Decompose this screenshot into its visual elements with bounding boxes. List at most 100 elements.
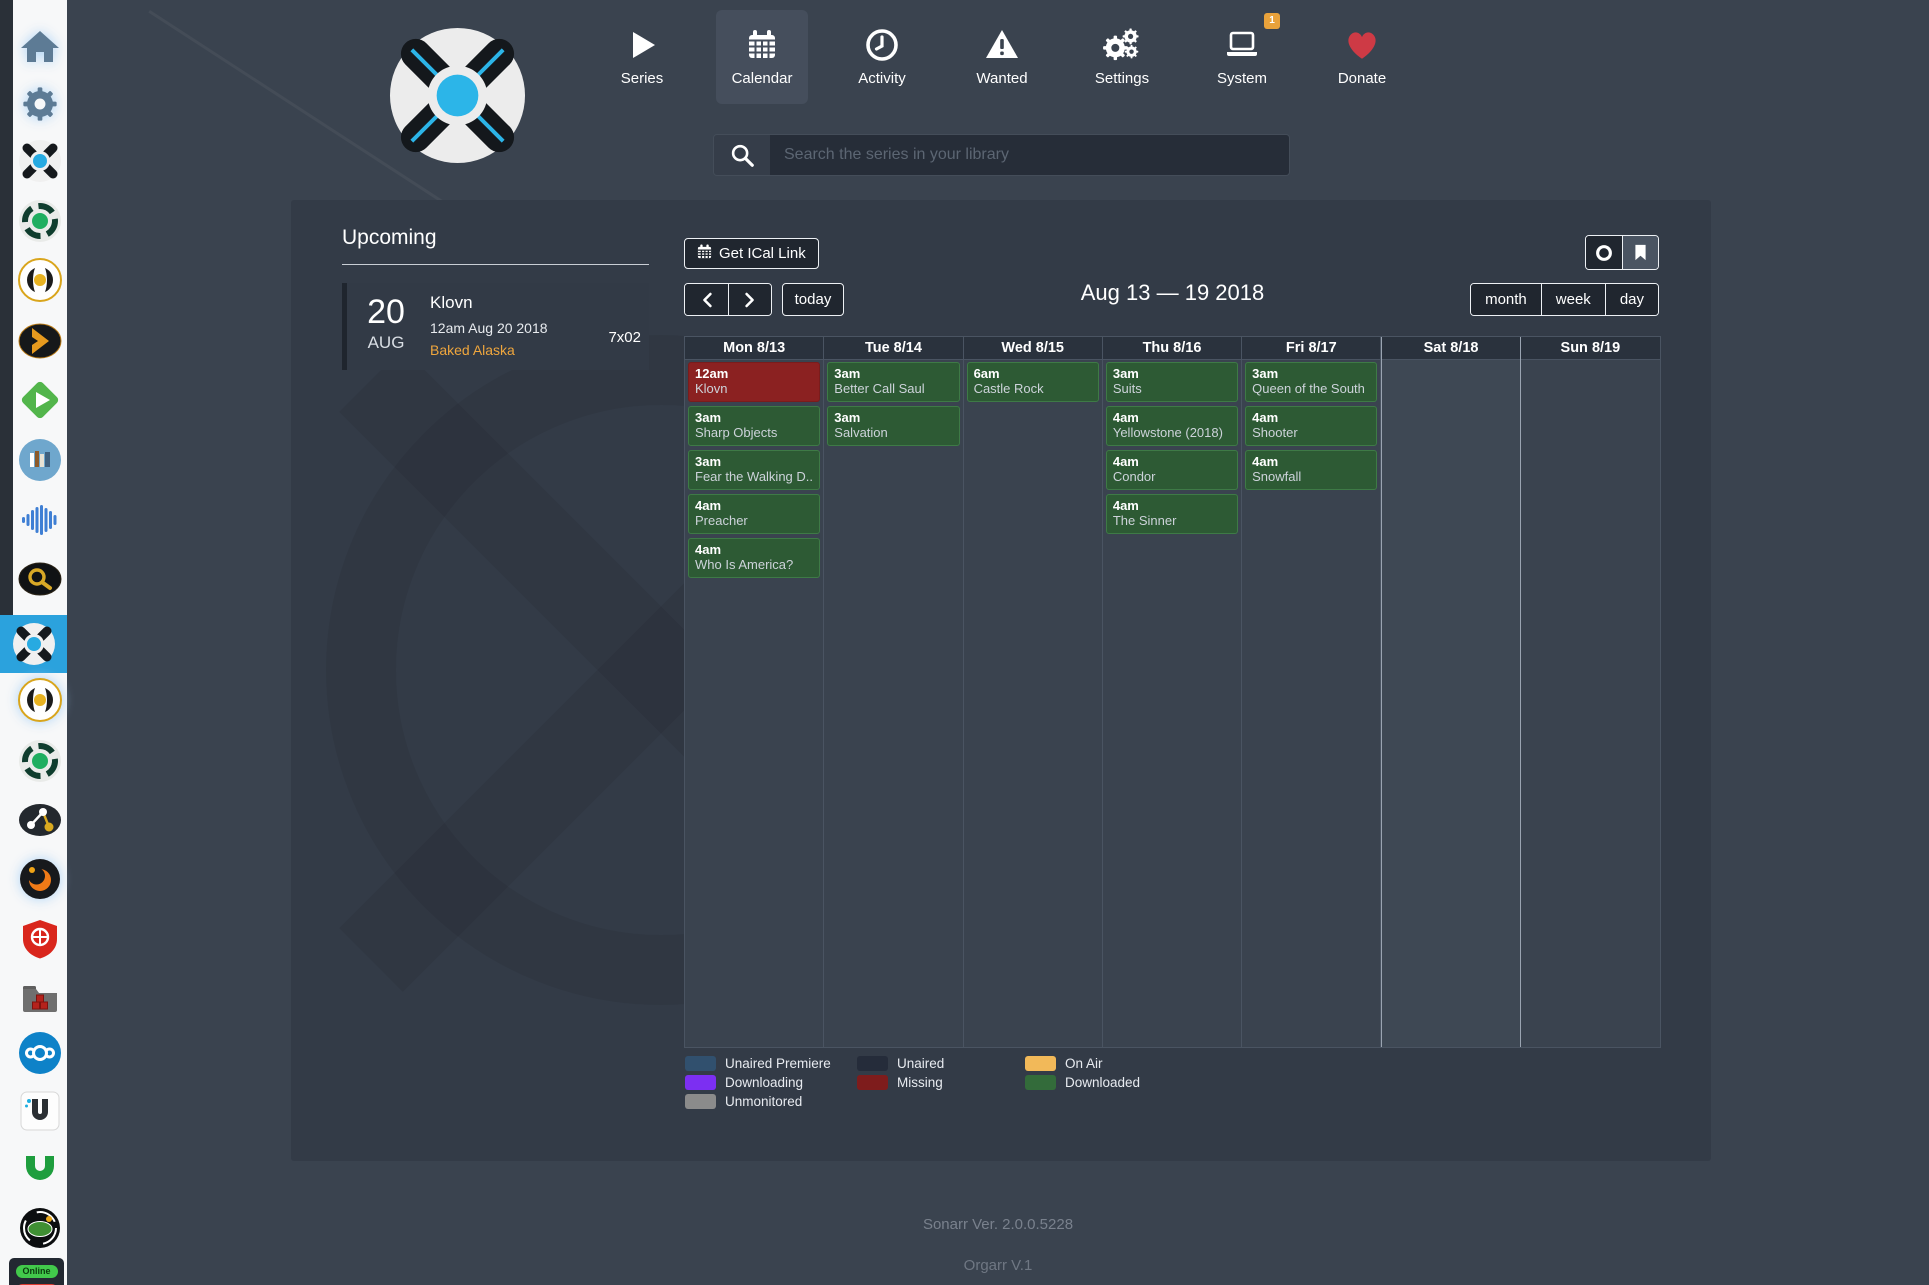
calendar-event[interactable]: 4am Preacher: [688, 494, 821, 534]
sidebar-scrollbar-thumb[interactable]: [0, 0, 13, 645]
settings-gears-icon: [1101, 22, 1143, 68]
day-column-sat: Sat 8/18: [1381, 337, 1521, 1047]
get-ical-link-label: Get ICal Link: [719, 245, 806, 262]
calendar-event[interactable]: 3am Salvation: [827, 406, 960, 446]
sidebar-app-emby[interactable]: [15, 374, 65, 426]
sidebar-app-kodi[interactable]: [15, 1202, 65, 1254]
next-week-button[interactable]: [728, 284, 771, 315]
unifi-icon: [18, 1089, 62, 1133]
legend-swatch: [1025, 1056, 1056, 1071]
legend-downloading: Downloading: [685, 1075, 857, 1090]
upcoming-episode-link[interactable]: Baked Alaska: [430, 342, 515, 358]
nav-settings[interactable]: Settings: [1062, 10, 1182, 104]
wanted-warning-icon: [984, 22, 1020, 68]
calendar-event[interactable]: 4am Shooter: [1245, 406, 1378, 446]
day-column-thu: Thu 8/16 3am Suits 4am Yellowstone (2018) 4am…: [1102, 337, 1243, 1047]
nav-activity[interactable]: Activity: [822, 10, 942, 104]
calendar-event[interactable]: 6am Castle Rock: [966, 362, 1099, 402]
today-button[interactable]: today: [782, 283, 844, 316]
app-sidebar: Online: [0, 0, 67, 1285]
calendar-event[interactable]: 4am The Sinner: [1105, 494, 1239, 534]
play-icon: [624, 22, 660, 68]
day-header: Mon 8/13: [685, 337, 824, 360]
calendar-event[interactable]: 12am Klovn: [688, 362, 821, 402]
couchpotato-icon: [18, 739, 62, 783]
home-icon: [18, 24, 62, 68]
sidebar-app-couchpotato-2[interactable]: [15, 735, 65, 787]
prev-week-button[interactable]: [685, 284, 728, 315]
sidebar-app-folder[interactable]: [15, 971, 65, 1023]
get-ical-link-button[interactable]: Get ICal Link: [684, 238, 819, 269]
sidebar-app-medusa[interactable]: [15, 254, 65, 306]
calendar-event[interactable]: 4am Who Is America?: [688, 538, 821, 578]
nav-series[interactable]: Series: [582, 10, 702, 104]
medusa-icon: [18, 678, 62, 722]
event-time: 4am: [695, 498, 722, 513]
day-header: Wed 8/15: [963, 337, 1102, 360]
sidebar-app-couchpotato[interactable]: [15, 195, 65, 247]
calendar-event[interactable]: 4am Condor: [1105, 450, 1239, 490]
event-title: Sharp Objects: [695, 425, 778, 440]
sidebar-app-medusa-2[interactable]: [15, 674, 65, 726]
share-nodes-icon: [18, 798, 62, 842]
sidebar-app-nextcloud[interactable]: [15, 1027, 65, 1079]
couchpotato-icon: [18, 199, 62, 243]
calendar-event[interactable]: 3am Fear the Walking D...: [688, 450, 821, 490]
calendar-event[interactable]: 3am Better Call Saul: [827, 362, 960, 402]
nav-label-system: System: [1216, 70, 1267, 87]
calendar-event[interactable]: 3am Queen of the South: [1245, 362, 1378, 402]
sidebar-app-soundwave[interactable]: [15, 494, 65, 546]
medusa-icon: [18, 258, 62, 302]
sidebar-app-utorrent[interactable]: [15, 1144, 65, 1196]
sidebar-app-settings[interactable]: [15, 78, 65, 130]
event-title: Preacher: [695, 513, 748, 528]
calendar-event[interactable]: 4am Snowfall: [1245, 450, 1378, 490]
month-view-button[interactable]: month: [1471, 284, 1541, 315]
event-time: 4am: [695, 542, 722, 557]
sidebar-app-grafana[interactable]: [15, 853, 65, 905]
calendar-event[interactable]: 4am Yellowstone (2018): [1105, 406, 1239, 446]
donate-heart-icon: [1343, 22, 1381, 68]
legend-swatch: [857, 1056, 888, 1071]
activity-clock-icon: [864, 22, 900, 68]
day-view-button[interactable]: day: [1604, 284, 1658, 315]
calendar-icon: [744, 22, 780, 68]
sidebar-app-library[interactable]: [15, 434, 65, 486]
bookmark-toggle-button[interactable]: [1622, 236, 1658, 269]
upcoming-series-link[interactable]: Klovn: [430, 293, 473, 312]
nav-system[interactable]: System 1: [1182, 10, 1302, 104]
event-time: 4am: [1112, 454, 1139, 469]
sidebar-app-jackett[interactable]: [15, 553, 65, 605]
calendar-event[interactable]: 3am Suits: [1105, 362, 1239, 402]
sidebar-app-sonarr-calendar[interactable]: [0, 615, 67, 673]
event-title: Queen of the South: [1252, 381, 1365, 396]
week-view-button[interactable]: week: [1540, 284, 1605, 315]
nav-donate[interactable]: Donate: [1302, 10, 1422, 104]
event-title: Suits: [1112, 381, 1142, 396]
sonarr-logo[interactable]: [388, 26, 527, 165]
calendar-paging: [684, 283, 772, 316]
jackett-icon: [18, 557, 62, 601]
sidebar-app-unifi[interactable]: [15, 1085, 65, 1137]
search-icon: [714, 135, 770, 175]
event-title: Castle Rock: [973, 381, 1044, 396]
view-switcher: month week day: [1470, 283, 1659, 316]
sidebar-app-shield[interactable]: [15, 913, 65, 965]
day-column-wed: Wed 8/15 6am Castle Rock: [963, 337, 1103, 1047]
sidebar-app-sonarr[interactable]: [15, 135, 65, 187]
circle-toggle-button[interactable]: [1586, 236, 1622, 269]
gear-icon: [18, 82, 62, 126]
sidebar-app-share[interactable]: [15, 794, 65, 846]
nav-calendar[interactable]: Calendar: [716, 10, 808, 104]
nav-wanted[interactable]: Wanted: [942, 10, 1062, 104]
upcoming-day-number: 20: [367, 293, 405, 331]
calendar-display-toggle: [1585, 235, 1659, 270]
event-title: Who Is America?: [695, 557, 794, 572]
search-input[interactable]: [770, 135, 1289, 175]
shield-icon: [18, 917, 62, 961]
ical-calendar-icon: [697, 244, 712, 263]
calendar-event[interactable]: 3am Sharp Objects: [688, 406, 821, 446]
sidebar-app-plex[interactable]: [15, 315, 65, 367]
sidebar-app-home[interactable]: [15, 20, 65, 72]
plex-icon: [18, 319, 62, 363]
